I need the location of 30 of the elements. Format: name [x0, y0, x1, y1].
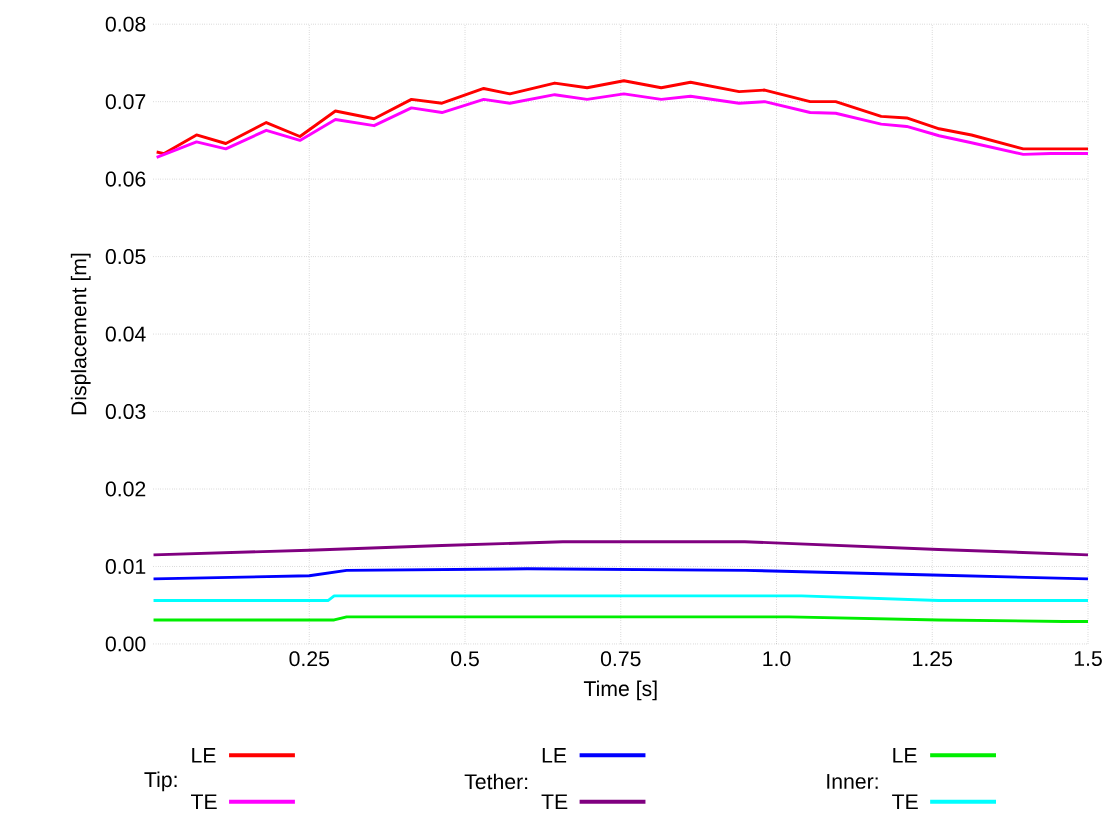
y-tick-label: 0.08 [105, 16, 146, 32]
x-tick-label: 0.25 [289, 651, 330, 667]
y-tick-label: 0.05 [105, 248, 146, 264]
y-tick-label: 0.04 [105, 326, 146, 342]
y-tick-label: 0.06 [105, 171, 146, 187]
line-series [152, 567, 1090, 581]
y-axis-title: Displacement [m] [70, 253, 91, 415]
x-tick-label: 0.5 [451, 651, 479, 667]
legend-label: TE [541, 794, 568, 809]
x-axis-title: Time [s] [583, 680, 657, 701]
x-tick-label: 1.25 [913, 651, 953, 667]
y-tick-label: 0.03 [105, 403, 146, 419]
x-tick-label: 1.0 [763, 651, 791, 667]
text: Tip: [144, 771, 177, 792]
y-tick-label: 0.07 [105, 94, 146, 110]
legend-label: TE [191, 794, 217, 809]
x-tick-label: 0.75 [600, 651, 641, 667]
legend-label: LE [192, 747, 216, 763]
line-series [155, 79, 1090, 155]
legend-label: TE [892, 794, 918, 809]
y-tick-label: 0.00 [105, 636, 146, 652]
x-tick-label: 1.5 [1074, 651, 1102, 666]
text: Tether: [464, 773, 528, 790]
line-series [155, 92, 1090, 159]
legend-label: LE [893, 747, 917, 763]
y-tick-label: 0.01 [105, 558, 146, 574]
y-tick-label: 0.02 [105, 481, 146, 497]
legend-label: LE [542, 747, 567, 763]
line-series [152, 540, 1090, 557]
text: Inner: [827, 773, 878, 789]
